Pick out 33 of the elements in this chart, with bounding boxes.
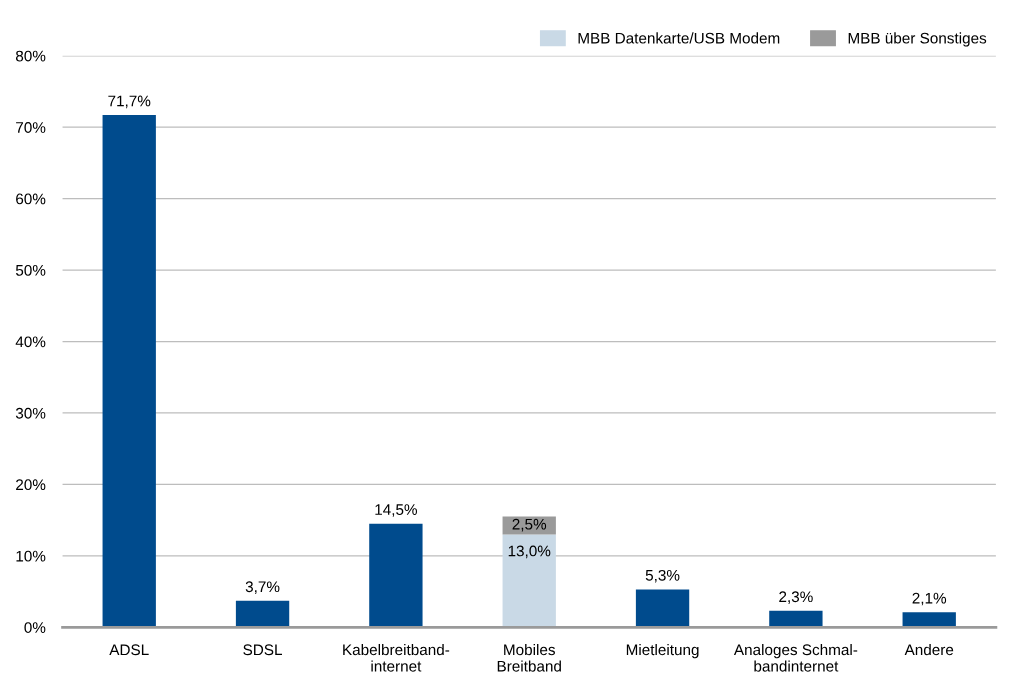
bar bbox=[769, 610, 823, 628]
y-tick-label: 10% bbox=[16, 550, 46, 562]
x-tick-label: Mobiles Breitband bbox=[497, 643, 561, 672]
bar bbox=[635, 589, 690, 628]
data-label: 3,7% bbox=[245, 581, 280, 594]
data-label: 2,3% bbox=[779, 591, 813, 604]
y-tick-label: 40% bbox=[15, 336, 46, 348]
x-tick-label: Andere bbox=[904, 643, 954, 656]
data-label: 2,5% bbox=[512, 518, 547, 532]
y-tick-label: 70% bbox=[16, 122, 46, 133]
bar bbox=[235, 600, 290, 628]
bar bbox=[369, 523, 423, 628]
data-label: 71,7% bbox=[108, 95, 151, 109]
data-label: 14,5% bbox=[375, 504, 418, 517]
y-tick-label: 60% bbox=[16, 193, 46, 205]
legend-label: MBB über Sonstiges bbox=[848, 32, 987, 47]
y-tick-label: 80% bbox=[15, 50, 46, 62]
x-tick-label: Analoges Schmal- bandinternet bbox=[733, 643, 858, 672]
y-tick-label: 0% bbox=[24, 622, 46, 633]
y-tick-label: 50% bbox=[15, 264, 46, 276]
data-label: 13,0% bbox=[508, 545, 551, 559]
bar bbox=[102, 115, 156, 628]
y-tick-label: 20% bbox=[16, 479, 46, 491]
data-label: 2,1% bbox=[912, 592, 947, 606]
x-tick-label: ADSL bbox=[109, 644, 149, 656]
data-label: 5,3% bbox=[645, 569, 680, 583]
legend-label: MBB Datenkarte/USB Modem bbox=[578, 32, 780, 44]
x-tick-label: Mietleitung bbox=[626, 643, 699, 659]
bar bbox=[902, 612, 956, 628]
bar bbox=[502, 534, 556, 628]
y-tick-label: 30% bbox=[15, 407, 46, 419]
x-tick-label: Kabelbreitband- internet bbox=[343, 643, 450, 672]
x-tick-label: SDSL bbox=[243, 644, 282, 656]
